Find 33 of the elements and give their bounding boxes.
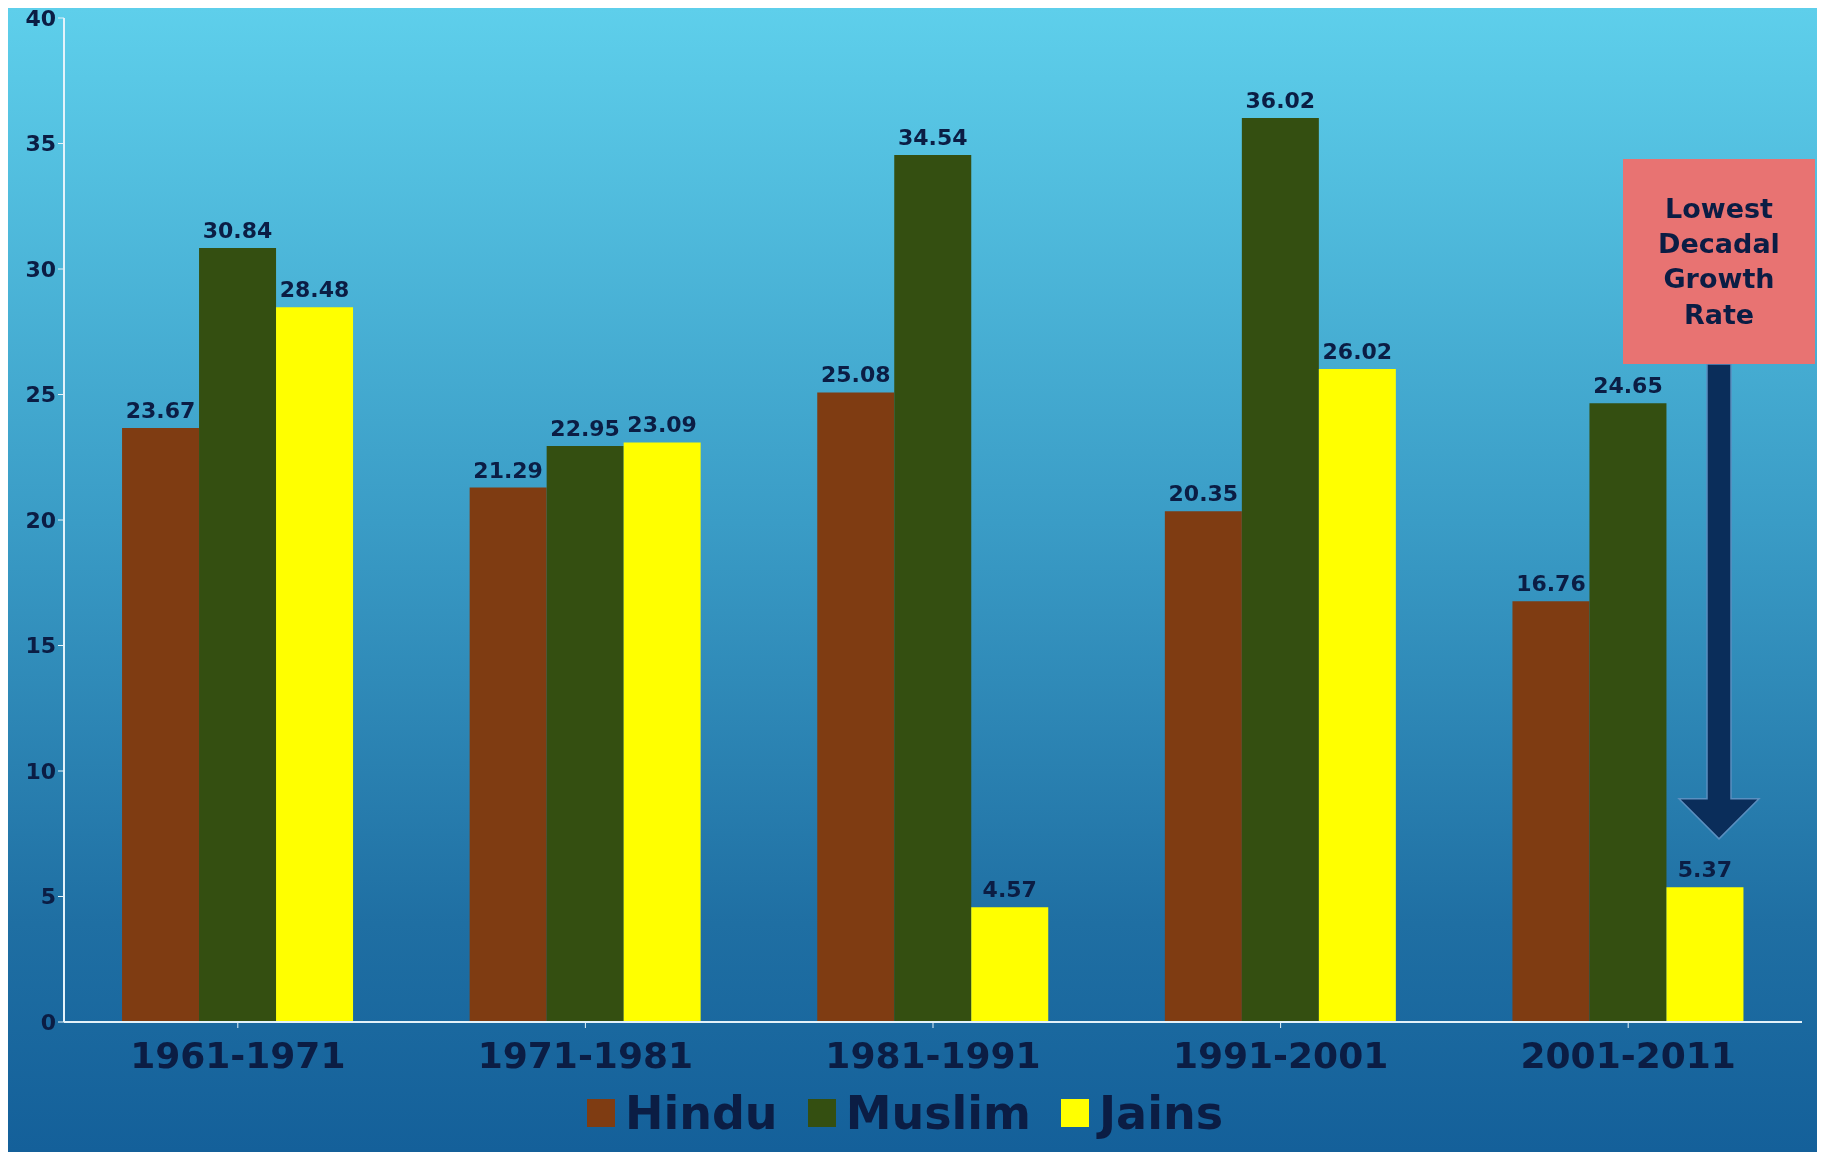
y-tick-label: 30 [25,256,56,282]
data-label: 5.37 [1677,857,1733,883]
x-tick-label: 1981-1991 [825,1034,1041,1076]
legend-label: Hindu [624,1086,778,1140]
y-tick-label: 0 [40,1009,56,1035]
x-tick-label: 1961-1971 [130,1034,346,1076]
y-tick-label: 25 [25,382,56,408]
data-label: 21.29 [473,457,543,483]
y-tick-label: 5 [40,884,56,910]
y-tick-label: 40 [25,5,56,31]
data-label: 34.54 [897,125,968,151]
data-label: 36.02 [1245,87,1316,113]
callout-box: Lowest Decadal Growth Rate [1623,158,1815,365]
data-label: 20.35 [1168,481,1239,507]
legend-label: Muslim [845,1086,1031,1140]
data-label: 22.95 [550,415,620,441]
x-tick-label: 1971-1981 [477,1034,694,1076]
data-label: 30.84 [202,217,273,243]
y-tick-label: 15 [25,633,56,659]
data-label: 23.09 [627,412,697,438]
data-label: 4.57 [982,877,1037,903]
x-tick-label: 1991-2001 [1172,1034,1389,1076]
data-label: 16.76 [1516,571,1586,597]
annotation: Lowest Decadal Growth Rate [1657,192,1781,332]
data-label: 28.48 [279,277,350,303]
x-tick-label: 2001-2011 [1520,1034,1736,1076]
y-tick-label: 35 [25,131,56,157]
data-label: 25.08 [820,362,891,388]
data-label: 24.65 [1593,373,1663,399]
data-label: 26.02 [1322,338,1393,364]
data-label: 23.67 [125,397,196,423]
y-tick-label: 10 [25,758,56,784]
y-tick-label: 20 [25,507,56,533]
